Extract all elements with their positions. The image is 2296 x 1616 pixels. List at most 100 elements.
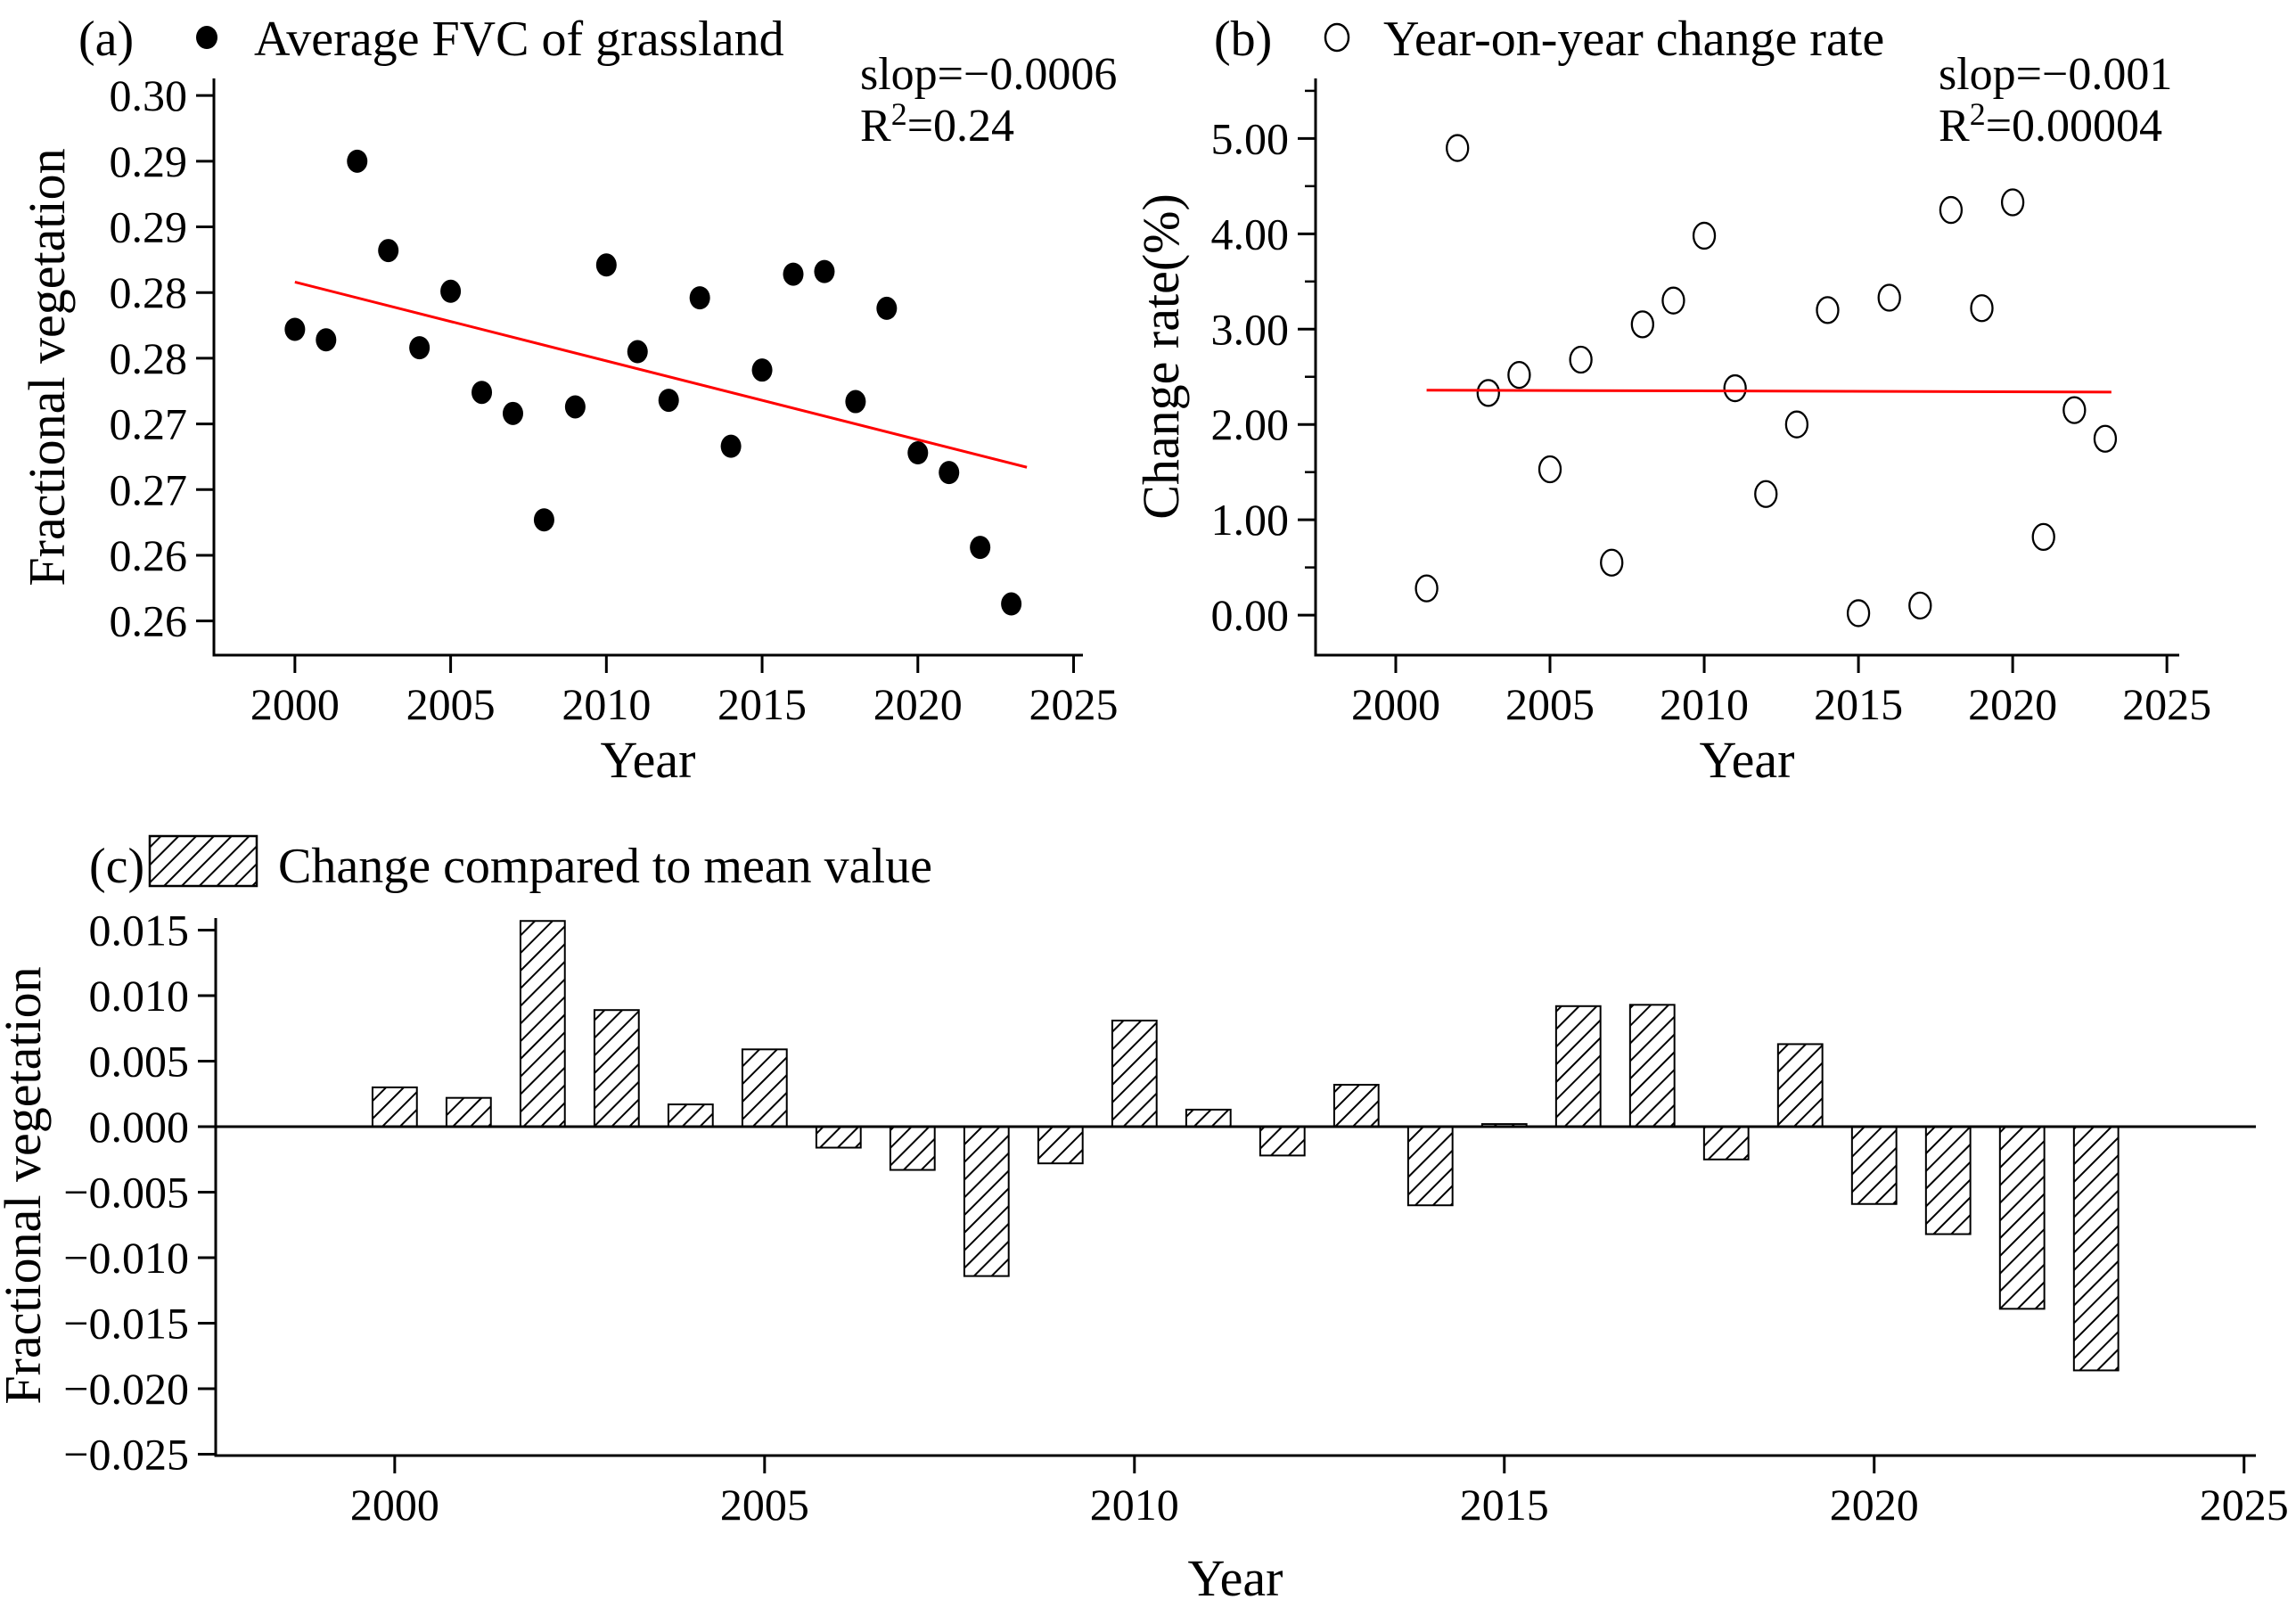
legend-open-circle-icon [1324,22,1350,53]
panel-c-tag: (c) [89,839,144,894]
x-tick-label: 2010 [1090,1480,1179,1530]
bar [1406,1126,1454,1207]
bar [1924,1126,1972,1235]
bar [741,1048,788,1128]
data-point [1939,195,1964,225]
panel-b-y-axis-title: Change rate(%) [1132,193,1190,520]
trend-line [294,280,1028,469]
x-tick-label: 2020 [1968,679,2057,729]
data-point [1569,345,1593,374]
data-point [409,336,430,360]
bar [815,1126,862,1149]
data-point [1001,592,1022,616]
data-point [1476,379,1500,407]
data-point [845,390,866,414]
bar [371,1086,418,1128]
y-tick-label: 0.28 [110,333,188,383]
data-point [2093,424,2118,453]
data-point [347,149,368,173]
data-point [689,286,710,310]
bar [519,920,566,1128]
x-tick-label: 2025 [1029,679,1119,729]
data-point [1816,296,1840,324]
x-tick-label: 2010 [562,679,651,729]
data-point [564,395,586,419]
x-tick-label: 2000 [1351,679,1440,729]
data-point [595,253,617,277]
data-point [1970,294,1994,323]
data-point [627,340,648,364]
x-tick-label: 2025 [2122,679,2211,729]
y-tick-label: 0.015 [89,906,190,956]
bar [1037,1126,1084,1165]
panel-a-tag: (a) [78,12,134,67]
x-tick-label: 2015 [1814,679,1903,729]
y-tick-label: −0.015 [63,1299,189,1349]
data-point [751,358,773,382]
y-tick-label: 0.27 [110,399,188,449]
y-tick-label: 0.27 [110,464,188,514]
data-point [316,328,337,352]
y-tick-label: 0.000 [89,1102,190,1152]
data-point [1784,410,1809,439]
bar [1850,1126,1898,1205]
bar [593,1009,640,1128]
data-point [2062,396,2087,424]
data-point [907,441,929,465]
data-point [658,389,679,413]
data-point [1600,548,1624,577]
bar [1998,1126,2046,1310]
x-tick-label: 2000 [350,1480,439,1530]
data-point [1846,599,1871,628]
y-tick-label: 4.00 [1211,209,1290,258]
bar [1332,1083,1380,1128]
y-tick-label: −0.025 [63,1430,189,1480]
bar [1702,1126,1750,1161]
panel-b-tag: (b) [1214,12,1272,67]
y-tick-label: 1.00 [1211,495,1290,545]
data-point [1692,221,1717,250]
legend-filled-circle-icon [196,26,217,49]
bar [1111,1019,1158,1128]
bar [1554,1005,1602,1128]
panel-c-legend-label: Change compared to mean value [278,839,932,894]
data-point [1877,283,1901,312]
panel-b-legend-label: Year-on-year change rate [1383,12,1884,67]
panel-a-r2-annotation: R2=0.24 [860,96,1014,152]
data-point [440,279,462,303]
bar [2072,1126,2120,1372]
panel-b-slope-annotation: slop=−0.001 [1939,49,2172,100]
y-tick-label: 0.30 [110,70,188,120]
legend-hatched-box-icon [148,834,258,888]
bar [1480,1123,1528,1128]
data-point [472,381,493,405]
panel-c-plot: 0.015 0.010 0.005 0.000 −0.005 −0.010 −0.015 −0… [63,906,2288,1530]
y-tick-label: 5.00 [1211,113,1290,163]
panel-a-legend-label: Average FVC of grassland [254,12,784,67]
trend-line [1426,389,2112,394]
y-tick-label: 0.00 [1211,590,1290,640]
data-point [814,259,835,283]
bar [1259,1126,1306,1157]
panel-a-y-axis-title: Fractional vegetation [18,148,76,586]
y-tick-label: 0.28 [110,267,188,317]
panel-a-slope-annotation: slop=−0.0006 [860,49,1117,100]
panel-b-x-axis-title: Year [1700,731,1795,789]
panel-c-y-axis-title: Fractional vegetation [0,966,52,1404]
x-tick-label: 2015 [1460,1480,1549,1530]
bar [1628,1004,1676,1128]
y-tick-label: 3.00 [1211,304,1290,354]
x-tick-label: 2015 [718,679,807,729]
data-point [1414,574,1439,603]
data-point [1507,360,1531,390]
panel-b-plot: 5.00 4.00 3.00 2.00 1.00 0.00 2000 2005 2010 2015… [1211,78,2211,729]
data-point [970,536,991,560]
bar [667,1103,714,1128]
data-point [783,262,804,286]
data-point [2031,522,2055,552]
x-tick-label: 2020 [873,679,963,729]
bar [889,1126,936,1171]
y-tick-label: −0.010 [63,1233,189,1283]
x-tick-label: 2005 [406,679,496,729]
